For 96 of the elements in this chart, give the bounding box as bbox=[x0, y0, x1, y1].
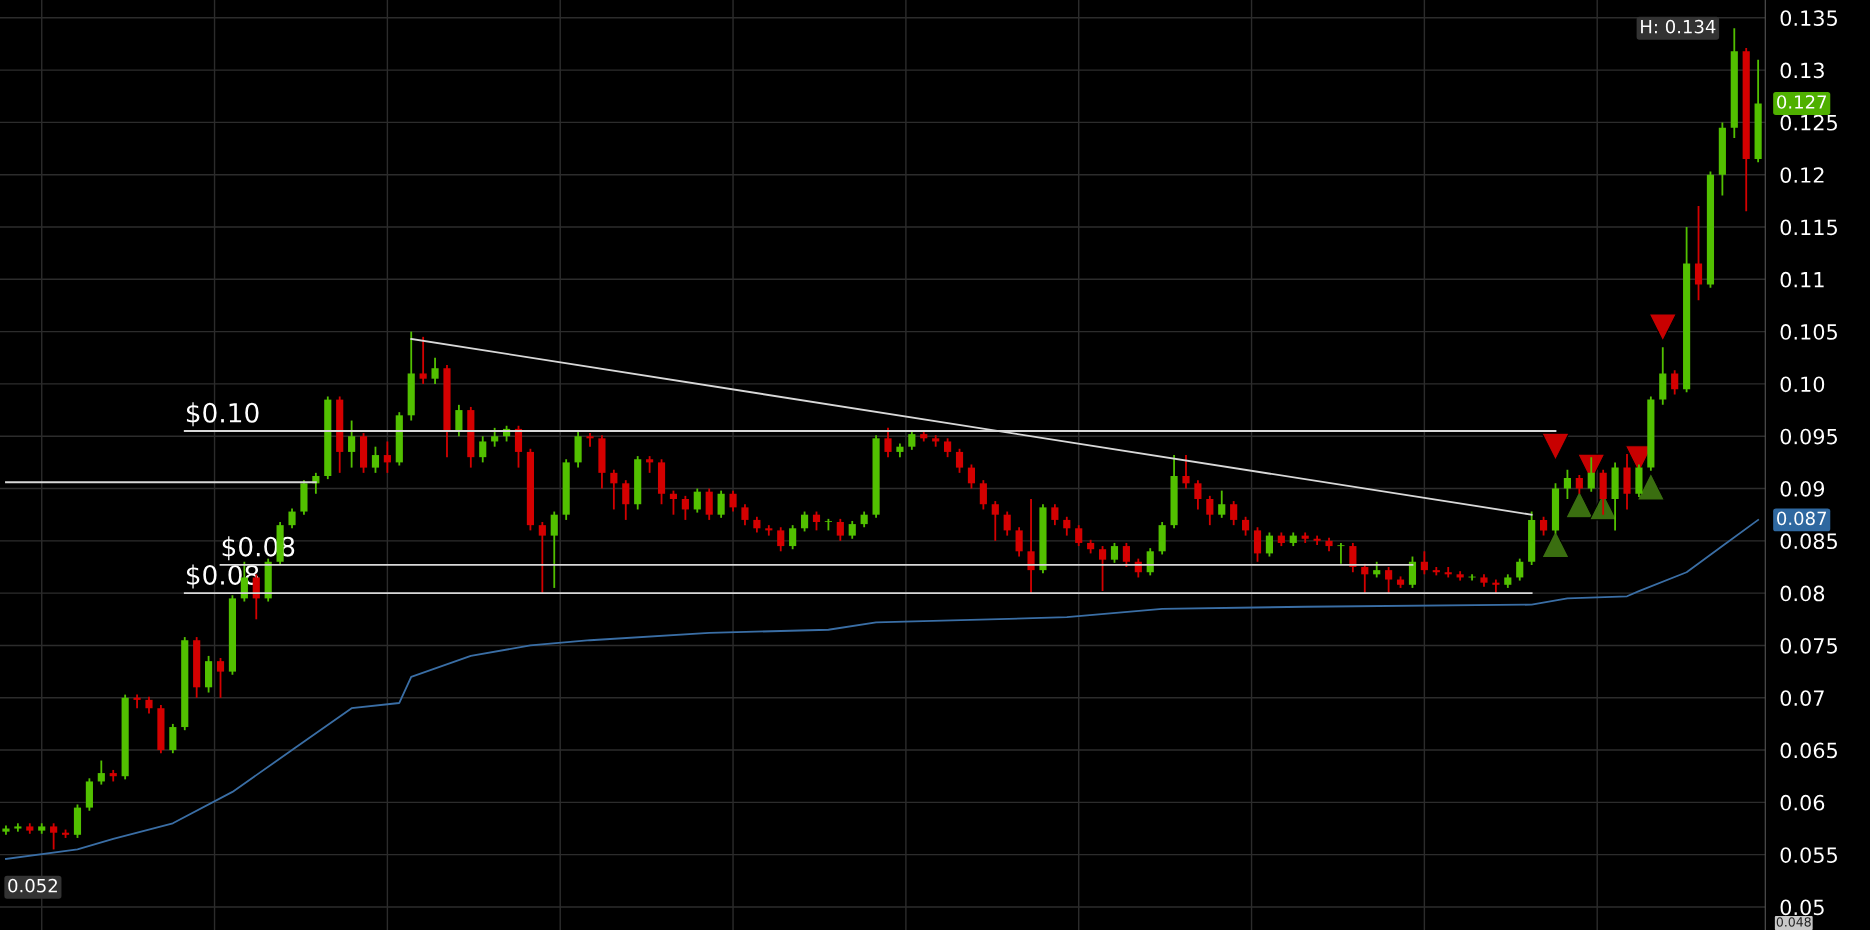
candlestick bbox=[371, 445, 380, 474]
candlestick bbox=[50, 822, 58, 851]
candlestick bbox=[491, 426, 499, 448]
candlestick bbox=[1575, 474, 1583, 495]
y-tick-label: 0.11 bbox=[1780, 271, 1824, 288]
candlestick bbox=[479, 435, 487, 464]
y-tick-label: 0.075 bbox=[1780, 637, 1837, 654]
candlestick bbox=[1265, 531, 1273, 558]
y-tick-label: 0.07 bbox=[1780, 690, 1824, 706]
candlestick bbox=[431, 356, 439, 385]
candlestick bbox=[1218, 489, 1226, 519]
candlestick bbox=[1694, 205, 1703, 302]
candlestick bbox=[812, 510, 821, 532]
y-tick-label: 0.095 bbox=[1780, 428, 1837, 445]
candlestick bbox=[1587, 456, 1595, 493]
candlestick bbox=[729, 489, 737, 513]
candlestick bbox=[1003, 510, 1011, 537]
candlestick bbox=[908, 430, 916, 451]
y-tick-label: 0.06 bbox=[1780, 794, 1825, 811]
candlestick bbox=[1230, 500, 1238, 527]
candlestick bbox=[705, 487, 713, 521]
candlestick bbox=[1242, 515, 1250, 537]
candlestick bbox=[216, 657, 225, 699]
y-tick-label: 0.05 bbox=[1780, 899, 1824, 916]
y-tick-label: 0.115 bbox=[1780, 219, 1837, 236]
candlestick bbox=[1540, 515, 1548, 537]
line-series bbox=[5, 519, 1760, 860]
candlestick bbox=[991, 500, 999, 542]
candlestick bbox=[455, 403, 463, 438]
candlestick bbox=[1385, 566, 1393, 595]
candlestick bbox=[1337, 542, 1345, 565]
candlestick bbox=[586, 432, 594, 448]
candlestick bbox=[717, 489, 725, 519]
point bbox=[1636, 472, 1665, 501]
candlestick bbox=[348, 419, 356, 469]
candlestick bbox=[1182, 454, 1190, 490]
y-tick-label: 0.135 bbox=[1780, 10, 1837, 26]
candlestick bbox=[169, 723, 177, 755]
text: 0.048 bbox=[1776, 917, 1811, 927]
text: 0.127 bbox=[1777, 95, 1827, 109]
y-tick-label: 0.065 bbox=[1780, 742, 1837, 759]
candlestick bbox=[1015, 526, 1023, 558]
candlestick bbox=[646, 455, 654, 474]
candlestick bbox=[800, 510, 809, 533]
annotation: 0.052 bbox=[8, 878, 57, 893]
candlestick bbox=[1253, 526, 1262, 563]
candlestick bbox=[1206, 494, 1214, 527]
candlestick bbox=[622, 479, 630, 521]
point bbox=[1541, 432, 1570, 461]
candlestick bbox=[765, 524, 773, 537]
y-tick-label: 0.10 bbox=[1780, 376, 1825, 393]
candlestick bbox=[1420, 550, 1428, 576]
candlestick bbox=[884, 426, 892, 459]
y-tick-label: 0.125 bbox=[1780, 114, 1837, 131]
candlestick bbox=[1563, 468, 1571, 500]
candlestick bbox=[538, 521, 546, 595]
candlestick bbox=[681, 494, 689, 521]
candlestick bbox=[944, 437, 952, 459]
candlestick bbox=[419, 335, 427, 385]
candlestick bbox=[1051, 503, 1059, 527]
candlestick bbox=[1671, 369, 1679, 396]
text: 0.087 bbox=[1777, 511, 1827, 526]
point bbox=[1565, 490, 1594, 519]
candlestick bbox=[1027, 498, 1035, 595]
candlestick bbox=[1122, 542, 1130, 568]
candlestick bbox=[967, 463, 976, 490]
candlestick bbox=[288, 507, 296, 530]
candlestick bbox=[955, 447, 964, 474]
y-tick-label: 0.13 bbox=[1780, 62, 1824, 79]
y-tick-label: 0.08 bbox=[1780, 585, 1825, 602]
y-tick-label: 0.105 bbox=[1780, 324, 1837, 340]
candlestick bbox=[979, 479, 987, 511]
candlestick bbox=[1063, 515, 1071, 537]
y-tick-label: 0.09 bbox=[1780, 480, 1825, 497]
candlestick bbox=[789, 524, 797, 551]
candlestick bbox=[383, 440, 391, 474]
series-label: $0.10 bbox=[186, 402, 259, 427]
y-tick-label: 0.055 bbox=[1780, 847, 1837, 863]
point bbox=[1648, 313, 1677, 342]
y-tick-label: 0.085 bbox=[1780, 533, 1837, 550]
candlestick bbox=[1110, 542, 1119, 564]
candlestick bbox=[777, 526, 785, 553]
candlestick bbox=[1516, 557, 1524, 582]
candlestick bbox=[550, 510, 558, 589]
candlestick bbox=[836, 517, 844, 542]
candlestick bbox=[1075, 524, 1083, 547]
candlestick bbox=[1194, 479, 1202, 511]
candlestick bbox=[741, 503, 749, 527]
candlestick bbox=[1098, 545, 1107, 592]
candlestick bbox=[1408, 555, 1417, 589]
annotation: H: 0.134 bbox=[1641, 19, 1716, 34]
candlestick bbox=[693, 487, 701, 514]
candlestick bbox=[610, 468, 618, 511]
candlestick bbox=[669, 489, 678, 516]
candlestick bbox=[97, 759, 105, 786]
y-tick-label: 0.12 bbox=[1780, 167, 1824, 183]
